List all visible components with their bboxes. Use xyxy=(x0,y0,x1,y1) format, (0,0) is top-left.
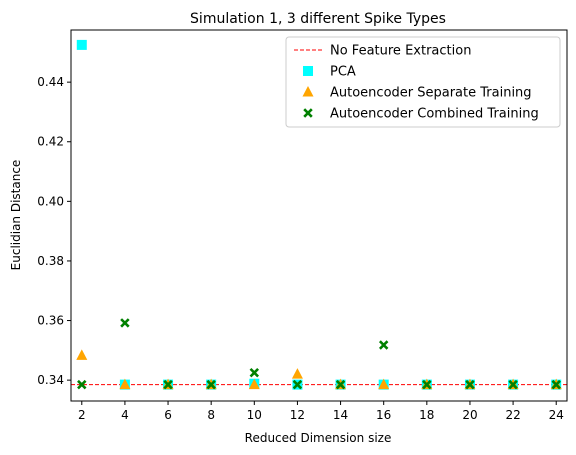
plot-frame xyxy=(70,29,568,402)
data-point xyxy=(249,367,260,378)
data-point xyxy=(77,379,87,390)
data-point xyxy=(120,318,130,328)
data-point xyxy=(76,39,87,50)
x-tick-label: 16 xyxy=(376,408,391,422)
series-2 xyxy=(77,318,561,390)
x-axis-label: Reduced Dimension size xyxy=(245,431,392,445)
x-tick-label: 10 xyxy=(247,408,262,422)
x-tick-label: 2 xyxy=(78,408,86,422)
data-point xyxy=(76,349,88,360)
legend-entry: No Feature Extraction xyxy=(294,44,471,59)
data-point xyxy=(206,379,216,390)
x-tick-label: 4 xyxy=(121,408,129,422)
y-tick-label: 0.42 xyxy=(37,135,64,149)
legend-entry: PCA xyxy=(303,65,356,80)
x-tick-label: 24 xyxy=(549,408,564,422)
x-tick-label: 18 xyxy=(419,408,434,422)
y-axis-label: Euclidian Distance xyxy=(9,160,23,271)
data-point xyxy=(119,378,131,390)
legend: No Feature Extraction PCA Autoencoder Sepa… xyxy=(285,36,561,128)
legend-marker-swatch xyxy=(303,66,313,76)
x-tick-label: 20 xyxy=(462,408,477,422)
data-point xyxy=(422,379,432,390)
legend-marker-swatch xyxy=(302,86,314,97)
data-point xyxy=(378,340,389,350)
legend-marker-swatch xyxy=(303,108,313,118)
y-tick-label: 0.44 xyxy=(37,75,64,89)
legend-label: Autoencoder Combined Training xyxy=(330,107,539,122)
legend-label: No Feature Extraction xyxy=(330,44,471,59)
x-tick-label: 12 xyxy=(290,408,305,422)
data-point xyxy=(465,379,475,390)
legend-label: PCA xyxy=(330,65,356,80)
data-point xyxy=(378,378,390,390)
legend-label: Autoencoder Separate Training xyxy=(330,86,532,101)
data-point xyxy=(508,379,518,390)
y-tick-label: 0.34 xyxy=(37,373,64,387)
x-tick-label: 14 xyxy=(333,408,348,422)
data-point xyxy=(551,379,561,390)
data-point xyxy=(335,379,346,390)
data-point xyxy=(163,379,173,390)
y-tick-label: 0.38 xyxy=(37,254,64,268)
data-point xyxy=(292,379,303,390)
legend-entry: Autoencoder Combined Training xyxy=(303,107,539,122)
data-point xyxy=(291,368,303,379)
series-1 xyxy=(76,349,562,390)
y-tick-label: 0.36 xyxy=(37,314,64,328)
legend-entry: Autoencoder Separate Training xyxy=(302,86,532,101)
legend-box xyxy=(285,36,561,128)
x-tick-label: 22 xyxy=(505,408,520,422)
chart-title: Simulation 1, 3 different Spike Types xyxy=(190,11,446,27)
x-tick-label: 6 xyxy=(164,408,172,422)
data-point xyxy=(248,378,260,390)
y-tick-label: 0.40 xyxy=(37,194,64,208)
x-tick-label: 8 xyxy=(207,408,215,422)
